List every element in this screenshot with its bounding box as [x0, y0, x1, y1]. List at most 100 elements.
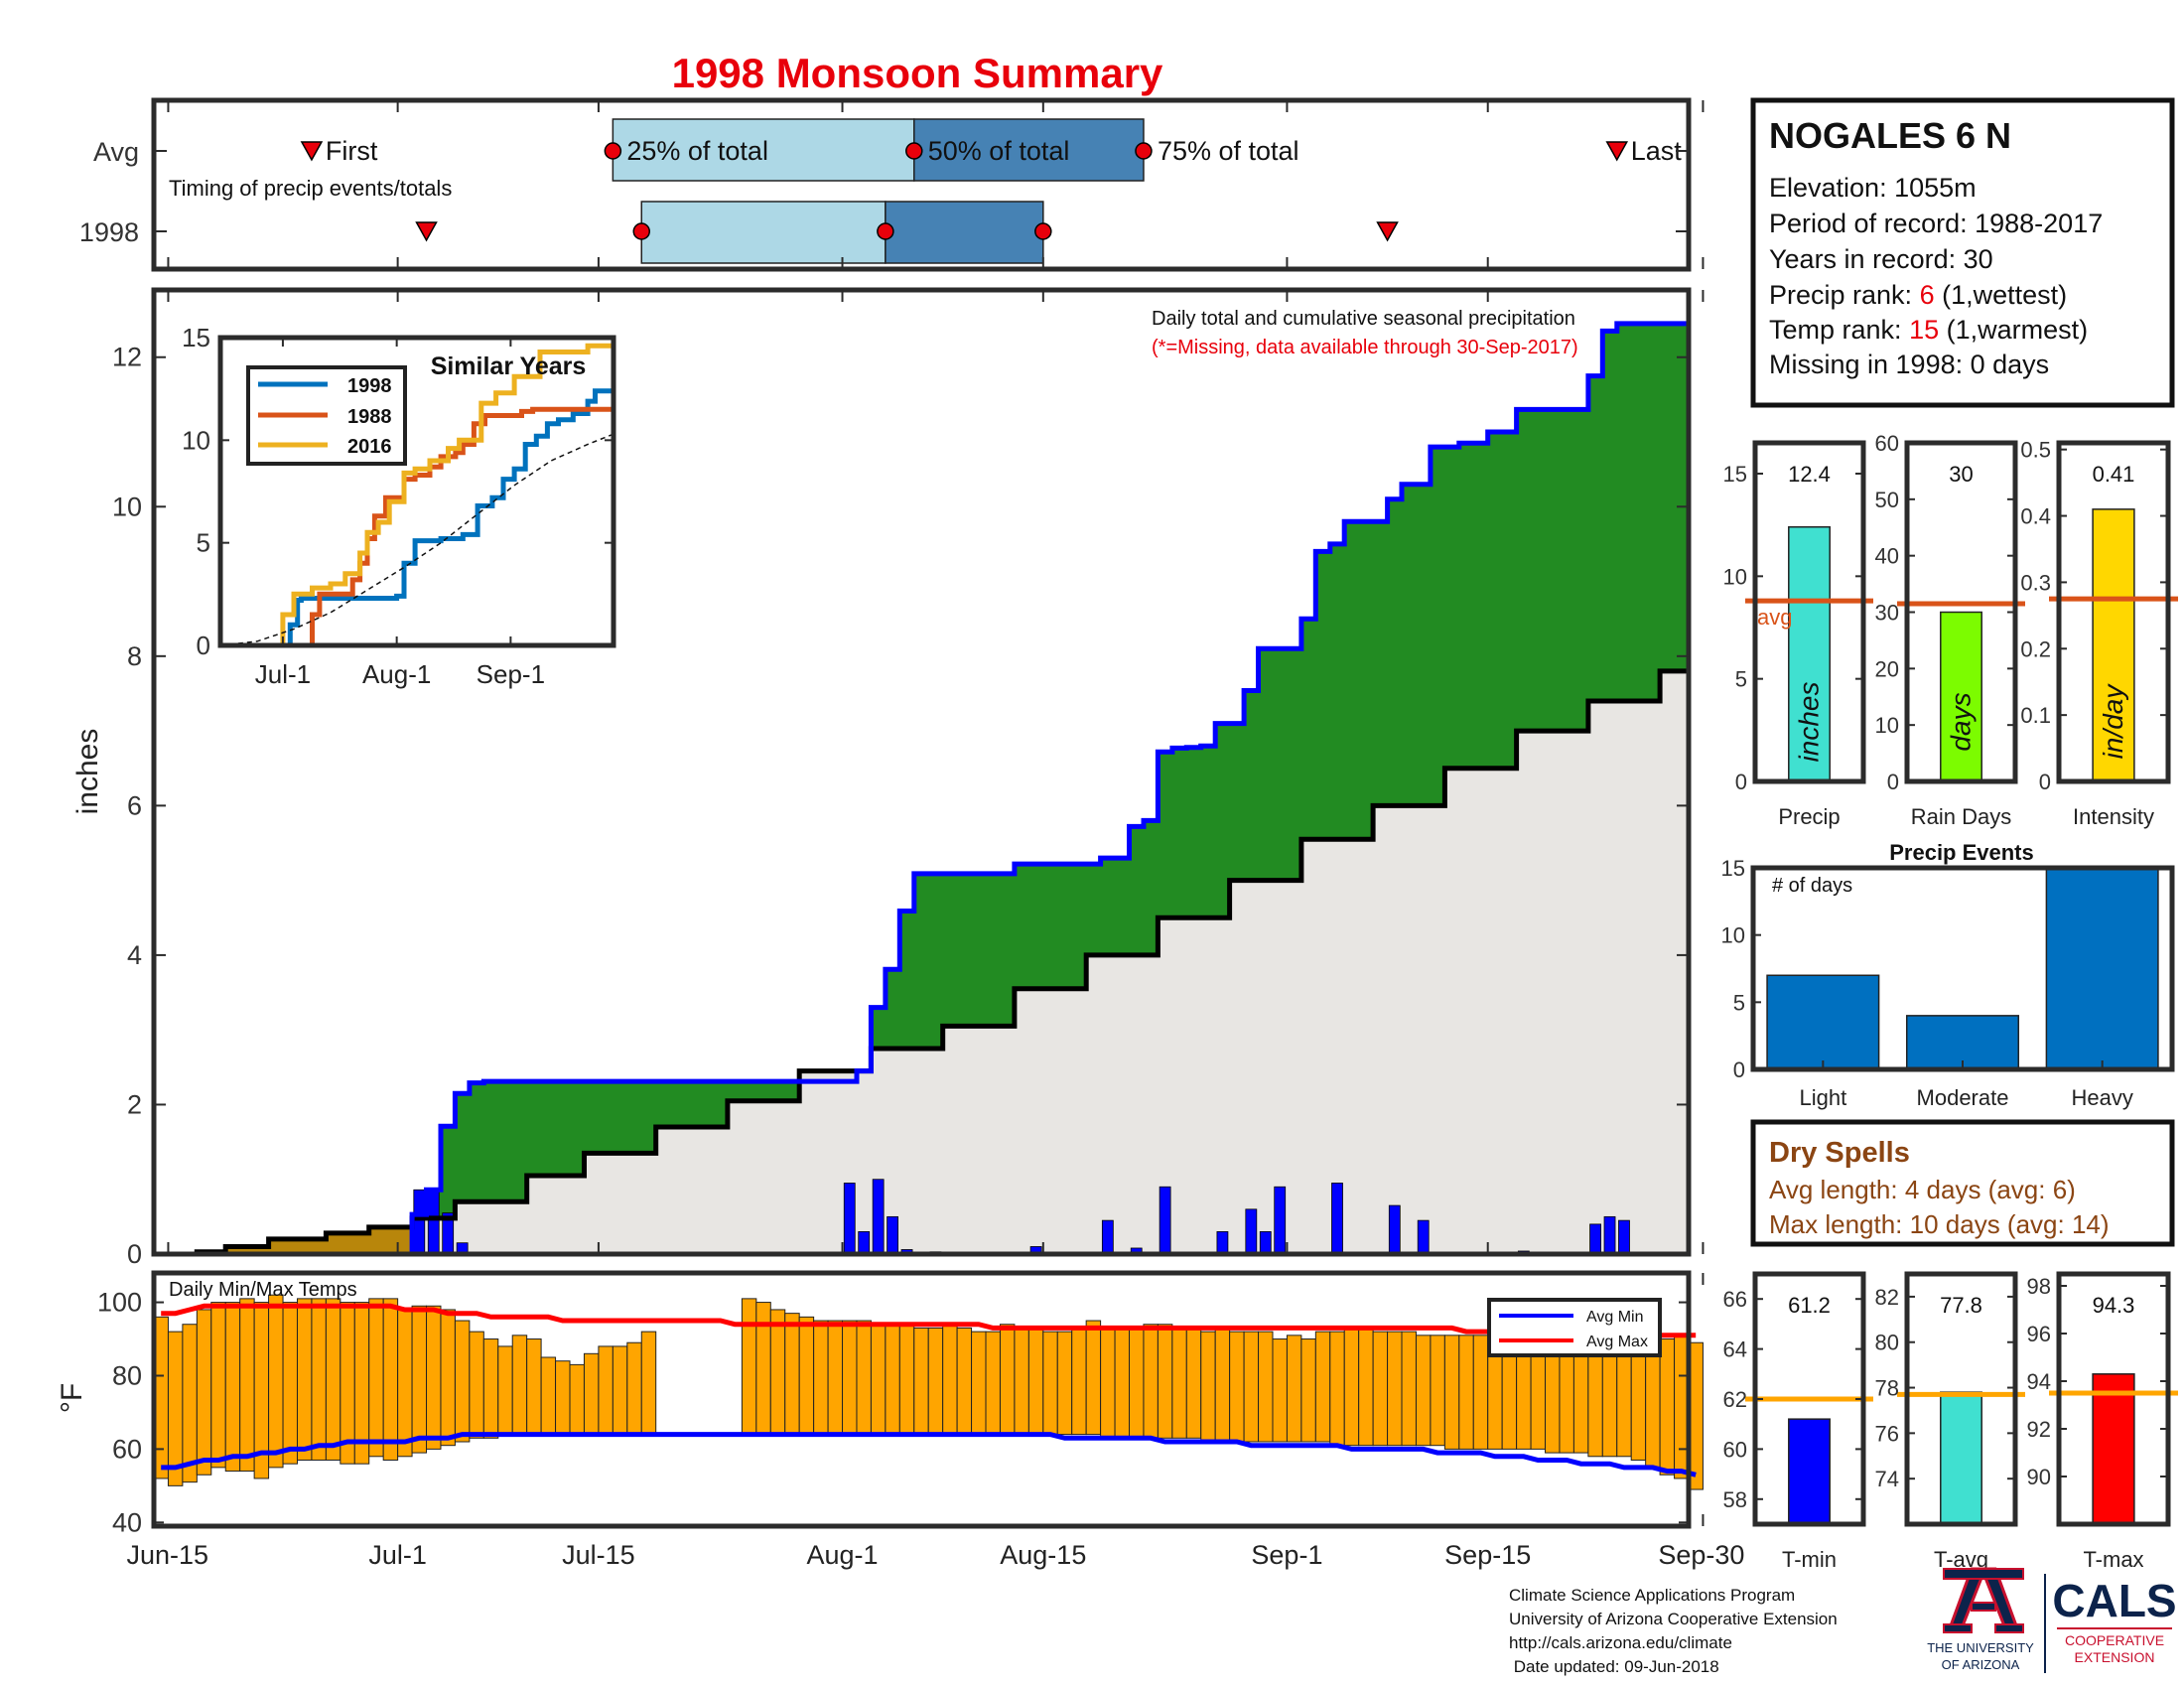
summary-value-label: 30 — [1949, 462, 1973, 487]
summary-panel-label: T-max — [2083, 1547, 2143, 1572]
daily-precip-bar — [887, 1215, 898, 1255]
ua-text-1: THE UNIVERSITY — [1927, 1640, 2034, 1655]
summary-ytick-label: 10 — [1723, 564, 1747, 589]
inset-legend-1988: 1988 — [347, 406, 392, 428]
summary-value-label: 77.8 — [1940, 1293, 1982, 1318]
percentile-box-25-50 — [612, 118, 915, 182]
temp-ylabel: °F — [56, 1383, 88, 1413]
timing-row-label-avg: Avg — [93, 137, 139, 167]
inset-ytick-label: 10 — [182, 425, 210, 455]
summary-ytick-label: 60 — [1875, 431, 1899, 456]
similar-years-inset: Similar Years 0 5 10 15 Jul-1 Aug-1 Sep-1 1998… — [182, 323, 616, 689]
percentile-marker-icon — [905, 142, 923, 160]
summary-ytick-label: 80 — [1875, 1331, 1899, 1355]
temp-range-bar — [898, 1324, 915, 1436]
station-years: Years in record: 30 — [1769, 244, 1993, 274]
temp-range-bar — [1129, 1327, 1145, 1439]
station-name: NOGALES 6 N — [1769, 115, 2011, 156]
summary-value-label: 0.41 — [2093, 462, 2135, 487]
temp-range-bar — [626, 1341, 642, 1436]
daily-precip-bar — [843, 1183, 856, 1255]
cals-wordmark: CALS — [2052, 1575, 2176, 1626]
main-ylabel: inches — [71, 729, 104, 815]
dry-spells-max: Max length: 10 days (avg: 14) — [1769, 1209, 2110, 1239]
station-missing: Missing in 1998: 0 days — [1769, 350, 2049, 379]
temp-range-bar — [1056, 1331, 1073, 1436]
temp-range-bar — [612, 1345, 628, 1436]
footer-line-4: Date updated: 09-Jun-2018 — [1509, 1657, 1719, 1676]
summary-ytick-label: 76 — [1875, 1421, 1899, 1446]
temp-range-bar — [1314, 1331, 1331, 1443]
temp-ytick-label: 80 — [112, 1360, 142, 1390]
summary-ytick-label: 0.2 — [2020, 636, 2051, 661]
temp-range-bar — [569, 1363, 585, 1436]
temp-range-bar — [1472, 1335, 1489, 1450]
first-last-marker-icon — [300, 141, 324, 162]
inset-line-2016 — [220, 342, 616, 648]
avg-max-line — [161, 1303, 1697, 1338]
temp-range-bar — [1243, 1331, 1260, 1443]
events-ytick-label: 5 — [1733, 990, 1745, 1015]
summary-ytick-label: 0.3 — [2020, 570, 2051, 595]
summary-avg-label: avg — [1757, 605, 1792, 630]
inset-title: Similar Years — [431, 352, 587, 380]
summary-ytick-label: 60 — [1723, 1437, 1747, 1462]
temp-range-bar — [482, 1338, 499, 1439]
daily-precip-bar — [1245, 1208, 1258, 1255]
events-ytick-label: 0 — [1733, 1057, 1745, 1082]
temp-range-bar — [1042, 1331, 1058, 1436]
temp-ytick-label: 40 — [112, 1507, 142, 1537]
events-ytick-label: 10 — [1721, 923, 1745, 948]
summary-ytick-label: 82 — [1875, 1285, 1899, 1310]
temp-range-bar — [454, 1320, 471, 1443]
temp-range-bar — [1272, 1338, 1288, 1443]
main-ytick-label: 0 — [127, 1239, 142, 1269]
temp-range-bar — [942, 1324, 958, 1436]
summary-unit-label: inches — [1794, 682, 1825, 763]
summary-panel-label: Intensity — [2073, 804, 2154, 829]
percentile-marker-icon — [1135, 142, 1153, 160]
temp-range-bar — [368, 1298, 384, 1458]
temp-range-bar — [827, 1320, 844, 1436]
main-ytick-label: 12 — [112, 343, 142, 372]
temp-range-bar — [268, 1294, 284, 1469]
temp-range-bar — [1401, 1331, 1417, 1447]
summary-panel-label: Rain Days — [1911, 804, 2011, 829]
first-last-marker-icon — [1605, 141, 1629, 162]
temp-range-bar — [913, 1327, 929, 1436]
inset-xtick-label: Sep-1 — [477, 659, 545, 689]
timing-caption: Timing of precip events/totals — [169, 176, 452, 201]
summary-ytick-label: 30 — [1875, 601, 1899, 626]
panel-frame — [2056, 1271, 2171, 1527]
cals-text-1: COOPERATIVE — [2065, 1632, 2164, 1648]
temp-range-bar — [526, 1338, 542, 1436]
event-bar-light — [1766, 974, 1880, 1070]
event-category-label: Heavy — [2071, 1085, 2132, 1110]
main-ytick-label: 2 — [127, 1089, 142, 1119]
temp-range-bar — [1229, 1331, 1245, 1443]
station-precip-rank: Precip rank: 6 (1,wettest) — [1769, 280, 2067, 310]
summary-value-bar — [1788, 1418, 1831, 1525]
summary-ytick-label: 0 — [1887, 770, 1899, 794]
summary-value-label: 12.4 — [1788, 462, 1831, 487]
percentile-box-25-50 — [640, 201, 887, 264]
daily-precip-bar — [1259, 1231, 1272, 1255]
temp-range-bar — [210, 1302, 226, 1469]
temp-legend: Avg Min Avg Max — [1487, 1298, 1662, 1357]
xtick-label: Aug-1 — [807, 1540, 879, 1570]
station-info-box: NOGALES 6 N Elevation: 1055m Period of r… — [1750, 97, 2175, 408]
temp-range-bar — [842, 1320, 858, 1436]
cals-logo: CALS COOPERATIVE EXTENSION — [2052, 1575, 2176, 1665]
events-sublabel: # of days — [1772, 875, 1852, 897]
daily-precip-bar — [1589, 1223, 1601, 1255]
last-label: Last — [1631, 136, 1683, 166]
figure-title: 1998 Monsoon Summary — [672, 50, 1163, 96]
inset-legend-1998: 1998 — [347, 375, 392, 397]
temp-range-bar — [856, 1320, 872, 1436]
temp-range-bar — [1458, 1335, 1474, 1450]
daily-precip-bar — [1216, 1231, 1229, 1255]
inset-ytick-label: 0 — [197, 631, 210, 660]
footer-credits: Climate Science Applications Program Uni… — [1509, 1586, 1838, 1676]
events-title: Precip Events — [1889, 840, 2034, 865]
temp-range-bar — [282, 1302, 298, 1465]
